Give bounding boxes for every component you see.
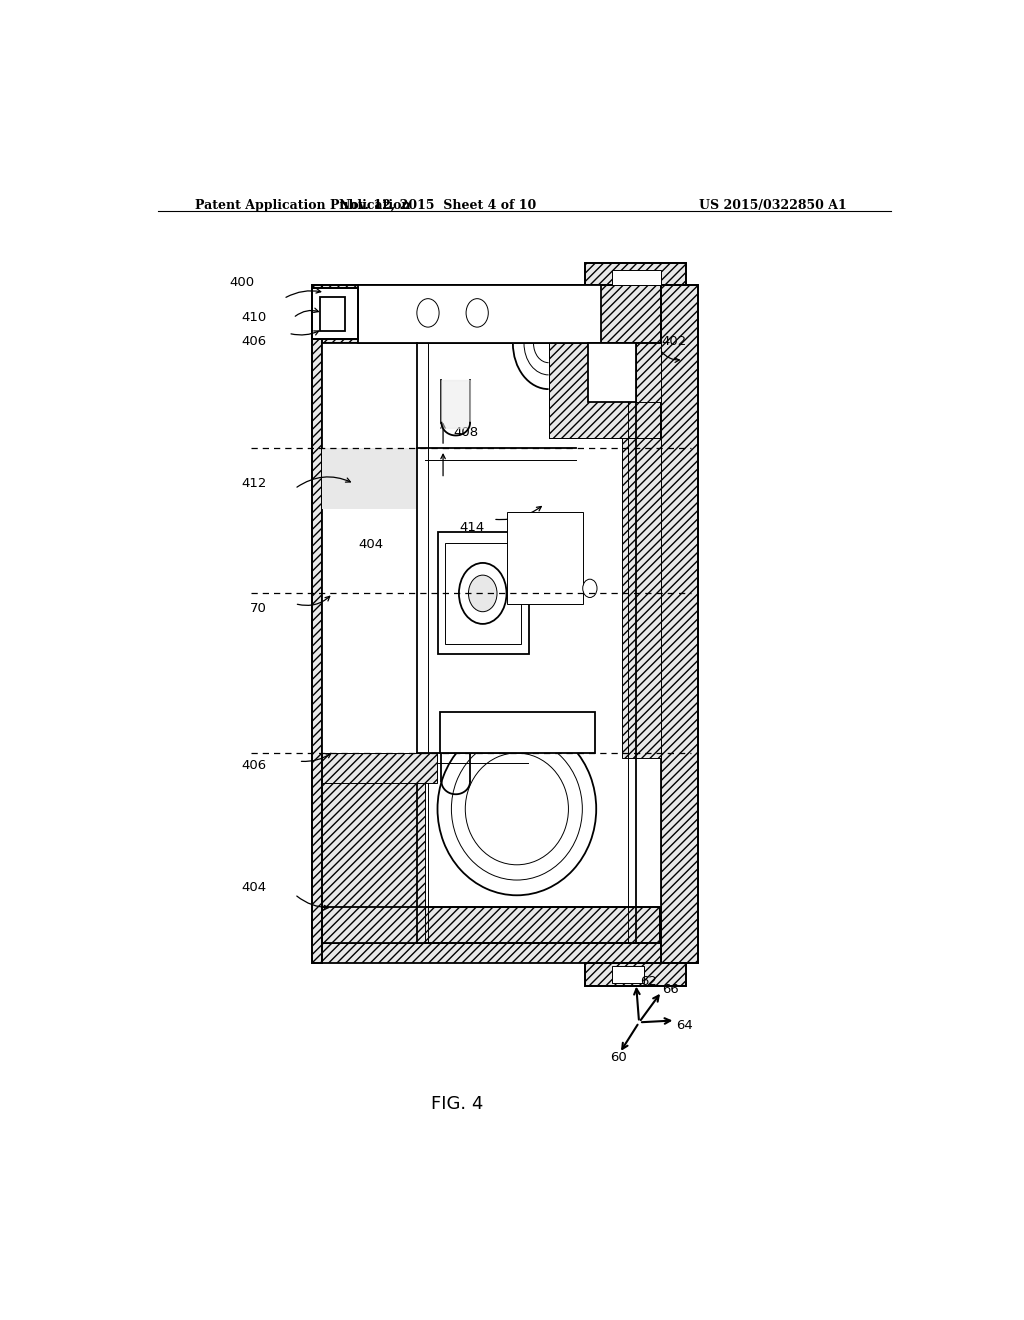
Bar — [585, 263, 686, 285]
Text: 60: 60 — [610, 1051, 627, 1064]
Bar — [612, 271, 662, 285]
Bar — [662, 285, 697, 964]
Bar — [312, 289, 358, 339]
Text: 404: 404 — [358, 539, 383, 552]
Bar — [445, 543, 521, 644]
Bar — [322, 343, 662, 942]
Bar — [322, 752, 425, 942]
Bar — [440, 713, 595, 752]
Text: 404: 404 — [242, 880, 267, 894]
Circle shape — [583, 579, 597, 598]
Bar — [322, 907, 659, 942]
Text: 400: 400 — [229, 276, 255, 289]
Bar — [585, 263, 686, 285]
Bar — [549, 343, 659, 438]
Bar — [585, 964, 686, 986]
Text: 408: 408 — [454, 426, 478, 440]
Text: 414: 414 — [460, 521, 485, 533]
Bar — [612, 966, 644, 982]
Text: Nov. 12, 2015  Sheet 4 of 10: Nov. 12, 2015 Sheet 4 of 10 — [339, 199, 537, 213]
Bar — [312, 285, 322, 964]
Circle shape — [417, 298, 439, 327]
Bar — [437, 532, 528, 655]
Bar — [321, 297, 345, 331]
Bar — [322, 285, 662, 343]
Text: 62: 62 — [640, 975, 657, 989]
Bar — [322, 285, 662, 343]
Bar — [322, 447, 417, 510]
Bar — [322, 752, 436, 784]
Text: 70: 70 — [250, 602, 267, 615]
Bar — [588, 343, 636, 403]
Text: 66: 66 — [663, 983, 679, 997]
Text: 402: 402 — [662, 335, 686, 348]
Polygon shape — [513, 343, 549, 389]
Text: 64: 64 — [676, 1019, 692, 1032]
Text: Patent Application Publication: Patent Application Publication — [196, 199, 411, 213]
Bar — [636, 343, 662, 403]
Bar — [358, 285, 601, 343]
Text: FIG. 4: FIG. 4 — [431, 1094, 483, 1113]
Bar — [662, 285, 697, 964]
Bar — [622, 438, 662, 758]
Circle shape — [459, 562, 507, 624]
Bar — [322, 942, 662, 964]
Circle shape — [468, 576, 497, 611]
Circle shape — [466, 298, 488, 327]
Text: 410: 410 — [242, 312, 267, 325]
Text: 406: 406 — [242, 335, 267, 348]
Bar — [549, 343, 659, 438]
Bar — [585, 964, 686, 986]
Text: US 2015/0322850 A1: US 2015/0322850 A1 — [699, 199, 847, 213]
Bar — [312, 289, 358, 339]
Bar — [507, 512, 583, 603]
Text: 406: 406 — [242, 759, 267, 772]
Text: 412: 412 — [242, 477, 267, 490]
Bar — [322, 907, 659, 942]
Bar — [312, 285, 322, 964]
